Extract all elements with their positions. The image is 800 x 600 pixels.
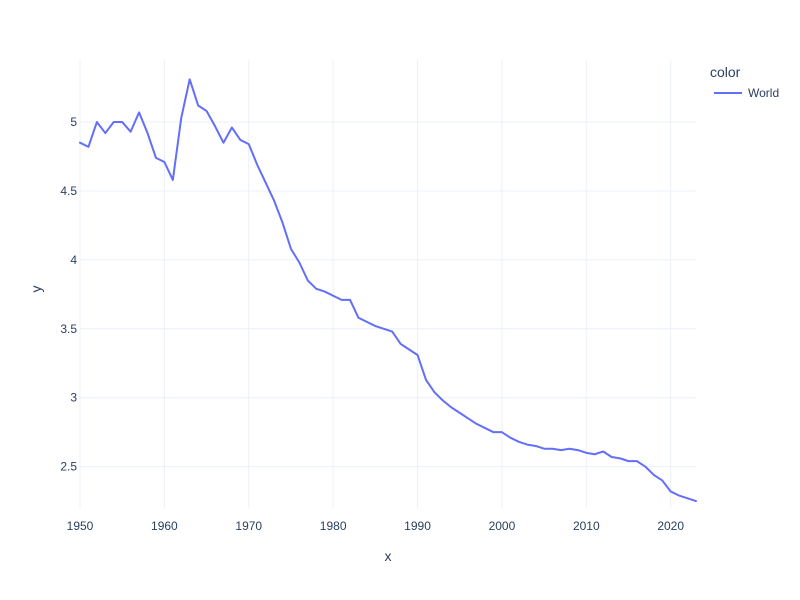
x-tick-label: 1980: [320, 519, 347, 533]
legend-title: color: [710, 64, 741, 80]
x-tick-label: 1950: [67, 519, 94, 533]
series-line-world[interactable]: [79, 78, 697, 503]
y-tick-label: 3: [70, 391, 77, 405]
y-tick-label: 3.5: [60, 322, 77, 336]
x-axis-ticks: 1950 1960 1970 1980 1990 2000 2010 2020: [67, 519, 685, 533]
x-tick-label: 1960: [151, 519, 178, 533]
legend-label-world[interactable]: World: [748, 86, 779, 100]
y-axis-title: y: [28, 286, 44, 293]
y-tick-label: 4: [70, 253, 77, 267]
y-tick-label: 4.5: [60, 184, 77, 198]
x-tick-label: 2010: [573, 519, 600, 533]
y-tick-label: 5: [70, 115, 77, 129]
x-tick-label: 1970: [235, 519, 262, 533]
series-layer: [79, 78, 697, 503]
y-axis-ticks: 2.5 3 3.5 4 4.5 5: [60, 115, 77, 474]
legend[interactable]: color World: [710, 64, 779, 100]
grid-lines: [79, 60, 696, 508]
y-tick-label: 2.5: [60, 460, 77, 474]
x-tick-label: 2000: [489, 519, 516, 533]
x-axis-title: x: [385, 548, 392, 564]
x-tick-label: 1990: [404, 519, 431, 533]
x-tick-label: 2020: [657, 519, 684, 533]
